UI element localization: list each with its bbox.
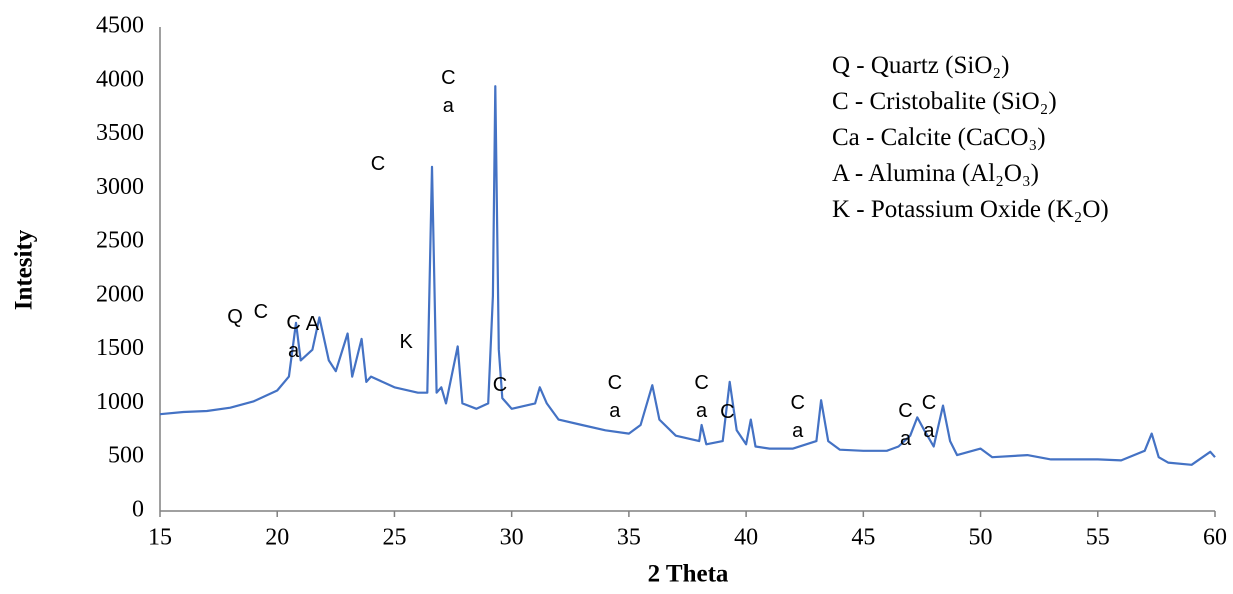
annotation: C (253, 301, 269, 324)
x-tick-label: 55 (1086, 525, 1110, 551)
annotation: Ca (286, 311, 301, 362)
annotation: C (720, 401, 735, 424)
legend-entry: A - Alumina (Al₂O₃) (832, 160, 1039, 187)
annotation: Q (227, 306, 243, 329)
x-tick-label: 25 (382, 525, 406, 551)
annotation: Ca (607, 372, 623, 422)
y-tick-label: 4500 (96, 13, 144, 39)
annotation: K (399, 331, 413, 354)
annotation: Ca (921, 392, 937, 443)
y-axis-label: Intesity (11, 229, 38, 310)
y-tick-label: 1500 (96, 335, 144, 361)
y-tick-label: 0 (132, 497, 144, 523)
x-axis-label: 2 Theta (648, 561, 729, 588)
annotation: Ca (441, 66, 456, 117)
annotation: Ca (694, 372, 709, 422)
annotation: A (305, 312, 320, 335)
legend-entry: C - Cristobalite (SiO₂) (832, 88, 1057, 115)
y-tick-label: 3000 (96, 174, 144, 200)
annotation: C (492, 374, 508, 397)
y-tick-label: 500 (108, 443, 144, 469)
x-tick-label: 50 (969, 525, 993, 551)
annotation: Ca (898, 399, 913, 450)
y-tick-label: 2500 (96, 228, 144, 254)
legend-entry: Ca - Calcite (CaCO₃) (832, 124, 1046, 151)
legend-entry: Q - Quartz (SiO₂) (832, 52, 1010, 79)
x-tick-label: 45 (851, 525, 875, 551)
x-tick-label: 30 (500, 525, 524, 551)
legend-entry: K - Potassium Oxide (K₂O) (832, 196, 1109, 223)
annotation: Ca (790, 392, 805, 443)
y-tick-label: 3500 (96, 120, 144, 146)
x-tick-label: 20 (265, 525, 289, 551)
annotation: C (370, 152, 386, 175)
legend: Q - Quartz (SiO₂) C - Cristobalite (SiO₂)… (832, 48, 1109, 228)
y-tick-label: 1000 (96, 389, 144, 415)
x-tick-label: 40 (734, 525, 758, 551)
x-tick-label: 60 (1203, 525, 1227, 551)
data-line (159, 85, 1216, 466)
y-tick-label: 2000 (96, 281, 144, 307)
x-tick-label: 35 (617, 525, 641, 551)
y-tick-label: 4000 (96, 66, 144, 92)
x-tick-label: 15 (148, 525, 172, 551)
